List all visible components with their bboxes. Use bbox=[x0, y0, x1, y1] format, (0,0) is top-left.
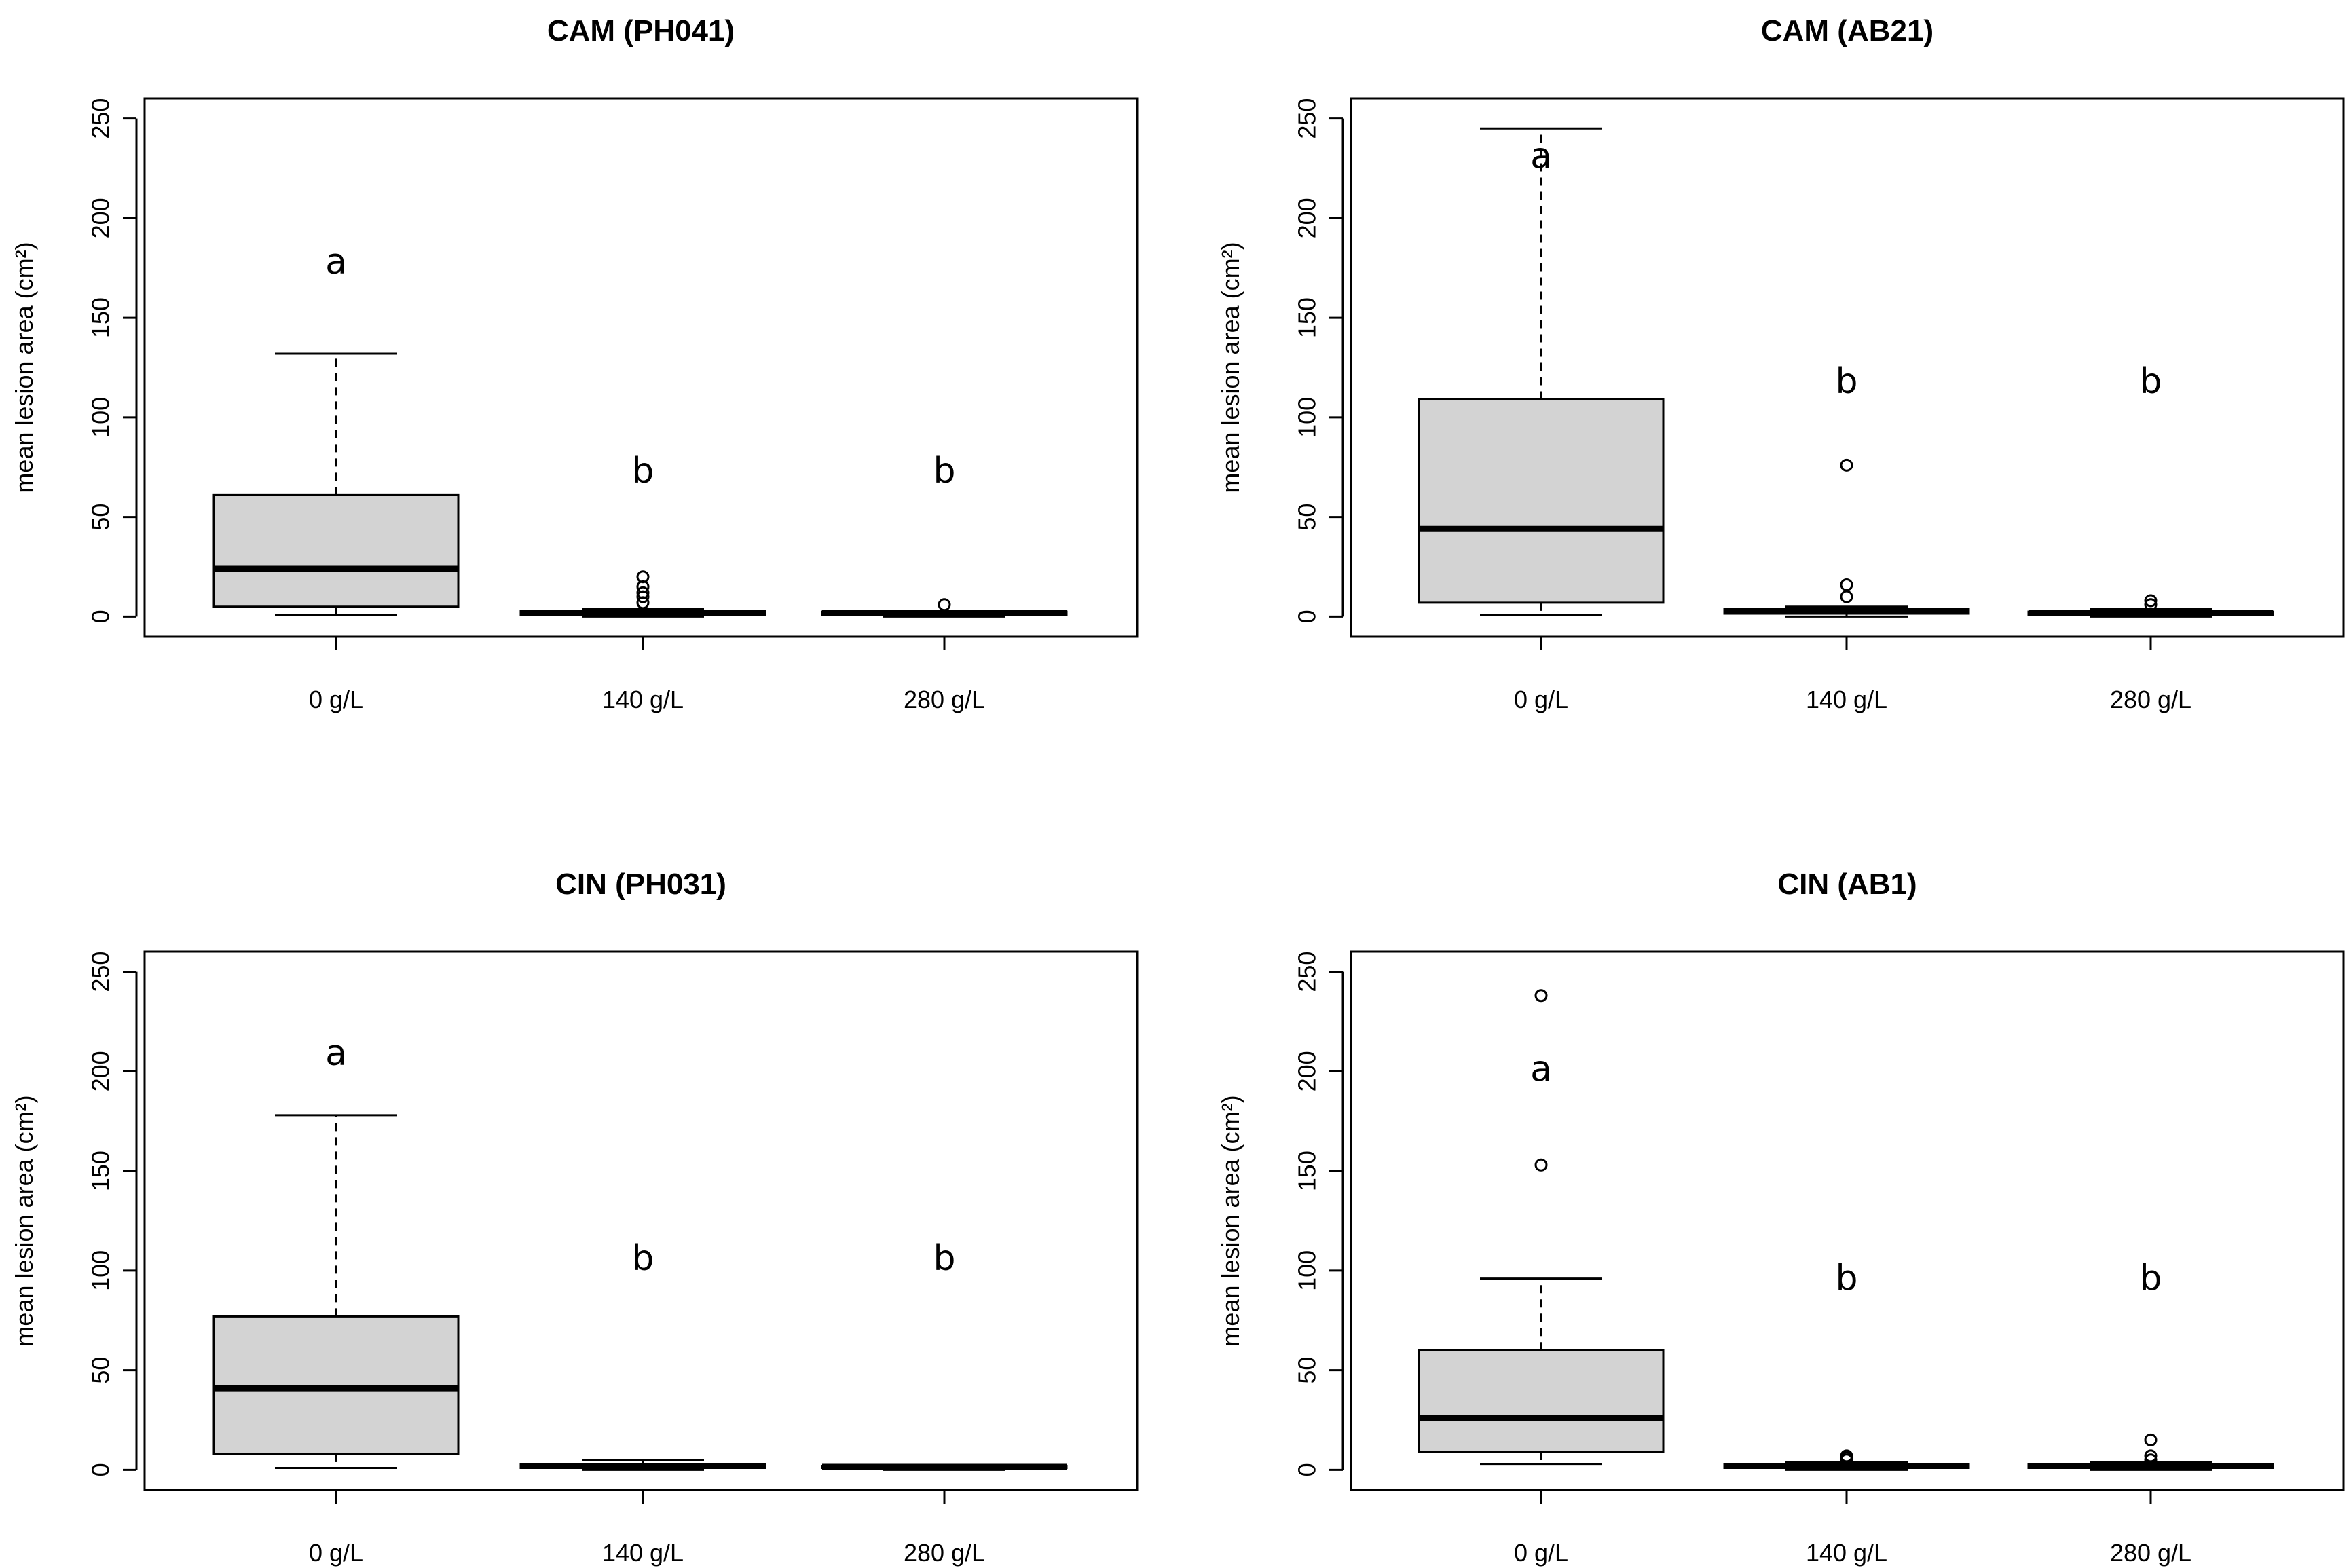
x-tick-label: 280 g/L bbox=[904, 1539, 985, 1567]
y-tick-label: 250 bbox=[1293, 952, 1321, 992]
y-tick-label: 100 bbox=[1293, 397, 1321, 438]
y-tick-label: 150 bbox=[1293, 1151, 1321, 1191]
box-1: a bbox=[212, 1033, 460, 1469]
y-tick-label: 0 bbox=[87, 610, 115, 623]
x-tick-label: 140 g/L bbox=[602, 1539, 684, 1567]
box-3: b bbox=[2027, 1258, 2274, 1471]
y-tick-label: 100 bbox=[87, 397, 115, 438]
significance-letter: b bbox=[631, 451, 654, 491]
box-2: b bbox=[1723, 1258, 1970, 1471]
y-axis-label: mean lesion area (cm²) bbox=[1217, 1095, 1244, 1346]
x-tick-label: 280 g/L bbox=[2110, 686, 2191, 713]
significance-letter: a bbox=[1530, 1049, 1552, 1089]
box-1: a bbox=[1418, 127, 1665, 616]
chart-panel-4: CIN (AB1) mean lesion area (cm²) 0 50 100 150… bbox=[1217, 867, 2345, 1567]
chart-panel-2: CAM (AB21) mean lesion area (cm²) 0 50 100 15… bbox=[1217, 14, 2345, 713]
y-tick-label: 250 bbox=[87, 98, 115, 139]
box-2: b bbox=[519, 451, 766, 618]
significance-letter: b bbox=[1835, 361, 1857, 402]
y-tick-label: 200 bbox=[1293, 198, 1321, 238]
outlier-point bbox=[1534, 1158, 1548, 1172]
x-tick-label: 0 g/L bbox=[1514, 686, 1568, 713]
y-tick-label: 200 bbox=[87, 198, 115, 238]
chart-title: CAM (PH041) bbox=[547, 14, 735, 48]
box-2: b bbox=[519, 1238, 766, 1471]
plot-frame bbox=[1350, 97, 2345, 638]
significance-letter: b bbox=[631, 1238, 654, 1279]
significance-letter: b bbox=[2139, 361, 2162, 402]
outlier-point bbox=[636, 586, 650, 599]
x-tick-label: 140 g/L bbox=[1806, 686, 1887, 713]
y-axis-label: mean lesion area (cm²) bbox=[1217, 242, 1244, 493]
plot-frame bbox=[1350, 950, 2345, 1491]
outlier-point bbox=[1840, 590, 1853, 603]
x-tick-label: 0 g/L bbox=[1514, 1539, 1568, 1567]
box-1: a bbox=[1418, 989, 1665, 1466]
box-2: b bbox=[1723, 361, 1970, 618]
box-body bbox=[1418, 398, 1665, 604]
outlier-point bbox=[2144, 1453, 2158, 1467]
outlier-point bbox=[2144, 598, 2158, 612]
box-1: a bbox=[212, 242, 460, 616]
box-body bbox=[212, 493, 460, 608]
y-tick-label: 0 bbox=[1293, 1463, 1321, 1476]
y-tick-label: 250 bbox=[1293, 98, 1321, 139]
y-tick-label: 50 bbox=[1293, 504, 1321, 531]
x-tick-label: 280 g/L bbox=[904, 686, 985, 713]
y-tick-label: 0 bbox=[87, 1463, 115, 1476]
chart-title: CIN (AB1) bbox=[1777, 867, 1917, 901]
y-tick-label: 150 bbox=[87, 297, 115, 338]
significance-letter: b bbox=[933, 451, 955, 491]
significance-letter: a bbox=[325, 242, 347, 282]
significance-letter: b bbox=[2139, 1258, 2162, 1299]
significance-letter: b bbox=[933, 1238, 955, 1279]
y-tick-label: 100 bbox=[1293, 1250, 1321, 1291]
outlier-point bbox=[1840, 458, 1853, 472]
chart-panel-1: CAM (PH041) mean lesion area (cm²) 0 50 100 1… bbox=[10, 14, 1139, 713]
outlier-point bbox=[2144, 1449, 2158, 1463]
outlier-point bbox=[2144, 594, 2158, 608]
outlier-point bbox=[938, 598, 951, 612]
y-axis-label: mean lesion area (cm²) bbox=[10, 1095, 38, 1346]
outlier-point bbox=[1840, 1449, 1853, 1463]
significance-letter: a bbox=[1530, 136, 1552, 176]
chart-title: CIN (PH031) bbox=[555, 867, 726, 901]
chart-title: CAM (AB21) bbox=[1761, 14, 1933, 48]
box-body bbox=[1418, 1349, 1665, 1453]
x-tick-label: 280 g/L bbox=[2110, 1539, 2191, 1567]
y-tick-label: 250 bbox=[87, 952, 115, 992]
box-3: b bbox=[2027, 361, 2274, 618]
x-tick-label: 140 g/L bbox=[602, 686, 684, 713]
y-tick-label: 150 bbox=[87, 1151, 115, 1191]
y-tick-label: 200 bbox=[1293, 1051, 1321, 1091]
outlier-point bbox=[636, 570, 650, 584]
y-axis-label: mean lesion area (cm²) bbox=[10, 242, 38, 493]
y-tick-label: 0 bbox=[1293, 610, 1321, 623]
y-tick-label: 150 bbox=[1293, 297, 1321, 338]
chart-panel-3: CIN (PH031) mean lesion area (cm²) 0 50 100 1… bbox=[10, 867, 1139, 1567]
box-3: b bbox=[821, 451, 1068, 618]
y-tick-label: 100 bbox=[87, 1250, 115, 1291]
y-tick-label: 50 bbox=[1293, 1357, 1321, 1384]
significance-letter: b bbox=[1835, 1258, 1857, 1299]
outlier-point bbox=[1840, 578, 1853, 591]
plot-frame bbox=[143, 950, 1139, 1491]
y-tick-label: 200 bbox=[87, 1051, 115, 1091]
y-tick-label: 50 bbox=[87, 1357, 115, 1384]
outlier-point bbox=[1534, 989, 1548, 1003]
plot-frame bbox=[143, 97, 1139, 638]
x-tick-label: 140 g/L bbox=[1806, 1539, 1887, 1567]
x-tick-label: 0 g/L bbox=[309, 686, 363, 713]
box-3: b bbox=[821, 1238, 1068, 1471]
y-tick-label: 50 bbox=[87, 504, 115, 531]
significance-letter: a bbox=[325, 1033, 347, 1074]
x-tick-label: 0 g/L bbox=[309, 1539, 363, 1567]
outlier-point bbox=[2144, 1433, 2158, 1446]
